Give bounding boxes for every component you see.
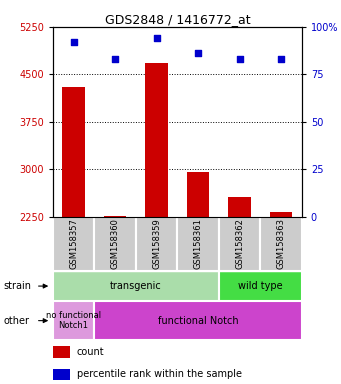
Bar — [228, 197, 251, 359]
Bar — [62, 87, 85, 359]
Text: GSM158359: GSM158359 — [152, 218, 161, 269]
Bar — [53, 271, 219, 301]
Text: GSM158363: GSM158363 — [277, 218, 285, 269]
Bar — [145, 63, 168, 359]
Bar — [53, 369, 70, 379]
Text: GSM158362: GSM158362 — [235, 218, 244, 269]
Bar — [177, 217, 219, 271]
Text: GSM158360: GSM158360 — [110, 218, 120, 269]
Point — [71, 39, 76, 45]
Text: GSM158357: GSM158357 — [69, 218, 78, 269]
Point — [237, 56, 242, 62]
Text: count: count — [77, 347, 104, 357]
Point — [113, 56, 118, 62]
Point — [195, 50, 201, 56]
Bar — [53, 217, 94, 271]
Bar — [270, 212, 293, 359]
Bar — [136, 217, 177, 271]
Point — [278, 56, 284, 62]
Bar — [104, 216, 127, 359]
Bar — [94, 217, 136, 271]
Text: GSM158361: GSM158361 — [194, 218, 203, 269]
Bar — [219, 271, 302, 301]
Bar — [94, 301, 302, 340]
Text: no functional
Notch1: no functional Notch1 — [46, 311, 101, 330]
Text: percentile rank within the sample: percentile rank within the sample — [77, 369, 242, 379]
Text: other: other — [3, 316, 29, 326]
Bar — [53, 301, 94, 340]
Bar — [219, 217, 260, 271]
Point — [154, 35, 159, 41]
Bar — [187, 172, 209, 359]
Bar — [53, 346, 70, 358]
Text: functional Notch: functional Notch — [158, 316, 238, 326]
Bar — [260, 217, 302, 271]
Text: wild type: wild type — [238, 281, 283, 291]
Text: strain: strain — [3, 281, 31, 291]
Title: GDS2848 / 1416772_at: GDS2848 / 1416772_at — [104, 13, 250, 26]
Text: transgenic: transgenic — [110, 281, 162, 291]
